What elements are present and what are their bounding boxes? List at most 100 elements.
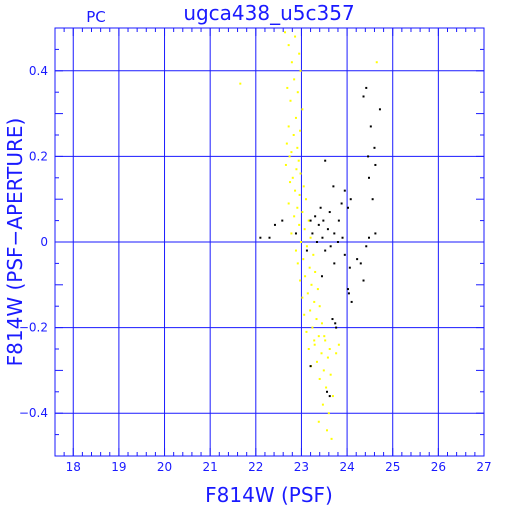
data-point <box>317 420 320 423</box>
data-point <box>293 215 296 218</box>
data-point <box>314 215 317 218</box>
data-point <box>327 412 330 415</box>
data-point <box>320 322 323 325</box>
data-point <box>309 365 312 368</box>
data-point <box>336 241 339 243</box>
data-point <box>299 129 302 132</box>
data-point <box>321 236 324 239</box>
data-point <box>326 429 329 432</box>
data-point <box>303 313 306 316</box>
data-point <box>291 176 294 179</box>
data-point <box>294 232 297 235</box>
data-point <box>294 249 297 252</box>
data-point <box>296 146 299 149</box>
data-point <box>290 232 293 235</box>
data-point <box>284 163 287 166</box>
data-point <box>324 249 327 252</box>
data-point <box>287 125 290 128</box>
data-point <box>290 61 293 64</box>
data-point <box>307 348 310 350</box>
y-tick-label: 0 <box>40 235 48 249</box>
data-point <box>337 219 340 222</box>
data-point <box>343 253 346 256</box>
data-point <box>310 283 313 286</box>
data-point <box>285 142 288 145</box>
data-point <box>293 78 296 81</box>
data-point <box>294 189 297 192</box>
data-point <box>307 219 310 222</box>
data-point <box>315 318 318 321</box>
x-tick-label: 27 <box>476 460 491 474</box>
data-point <box>335 352 338 355</box>
data-point <box>318 305 321 308</box>
data-point <box>320 352 323 355</box>
y-tick-label: −0.4 <box>19 406 48 420</box>
data-point <box>322 219 325 222</box>
data-point <box>316 288 319 291</box>
data-point <box>315 360 318 363</box>
data-point <box>331 318 334 321</box>
data-point <box>288 155 291 158</box>
data-point <box>365 86 368 89</box>
data-point <box>314 270 317 273</box>
y-axis-label: F814W (PSF−APERTURE) <box>3 118 27 367</box>
data-point <box>294 116 297 119</box>
data-point <box>289 181 292 184</box>
data-point <box>296 206 299 209</box>
data-point <box>320 275 323 278</box>
data-point <box>302 185 305 188</box>
data-point <box>299 172 302 175</box>
series-black <box>259 86 381 398</box>
data-point <box>312 253 315 256</box>
data-point <box>333 232 336 235</box>
data-point <box>302 258 305 261</box>
x-tick-label: 19 <box>111 460 126 474</box>
data-point <box>367 155 370 158</box>
x-tick-label: 20 <box>157 460 172 474</box>
data-point <box>356 258 359 261</box>
data-point <box>290 151 293 154</box>
data-point <box>304 275 307 278</box>
data-point <box>330 437 333 440</box>
data-point <box>333 262 336 265</box>
data-point <box>295 168 298 171</box>
data-point <box>305 198 308 201</box>
data-point <box>313 343 316 346</box>
data-point <box>375 61 378 64</box>
data-point <box>311 232 314 235</box>
data-point <box>326 228 329 231</box>
data-point <box>296 91 299 94</box>
data-point <box>365 245 368 248</box>
data-point <box>299 279 302 282</box>
data-point <box>305 249 308 252</box>
data-point <box>334 322 337 325</box>
data-point <box>362 279 365 282</box>
data-point <box>303 228 306 231</box>
data-point <box>239 82 242 85</box>
data-point <box>317 335 320 338</box>
data-point <box>348 266 351 269</box>
x-tick-label: 21 <box>203 460 218 474</box>
data-point <box>309 236 312 239</box>
data-point <box>318 377 321 380</box>
data-point <box>301 108 304 111</box>
x-tick-label: 25 <box>385 460 400 474</box>
data-point <box>331 395 334 398</box>
data-point <box>294 35 297 38</box>
data-point <box>297 159 300 162</box>
data-point <box>323 335 326 338</box>
data-point <box>346 288 349 291</box>
data-points <box>239 31 381 440</box>
data-point <box>313 339 316 342</box>
corner-label: PC <box>86 8 106 26</box>
data-point <box>259 236 262 239</box>
x-axis-label: F814W (PSF) <box>205 483 333 507</box>
data-point <box>371 198 374 201</box>
data-point <box>347 292 350 295</box>
data-point <box>317 223 320 226</box>
data-point <box>286 86 289 89</box>
data-point <box>374 232 377 235</box>
data-point <box>328 348 331 350</box>
data-point <box>284 31 287 34</box>
data-point <box>311 326 314 329</box>
